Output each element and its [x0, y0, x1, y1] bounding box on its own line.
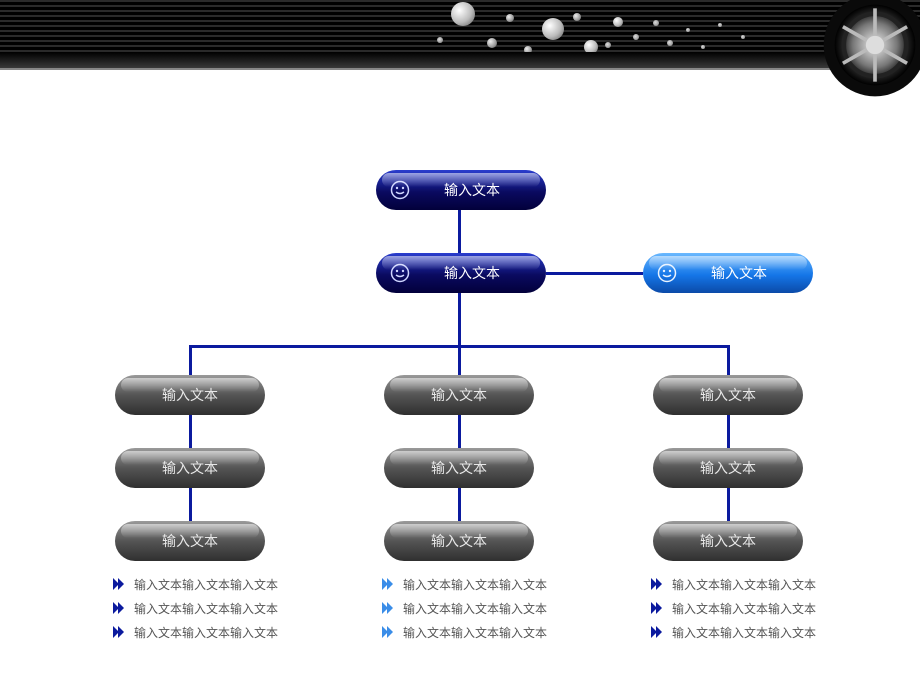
banner-dot — [633, 34, 639, 40]
banner-dot — [487, 38, 497, 48]
node-label: 输入文本 — [115, 385, 265, 405]
node-label: 输入文本 — [420, 263, 546, 283]
node-col1-row0: 输入文本 — [384, 375, 534, 415]
bullet-text: 输入文本输入文本输入文本 — [403, 600, 547, 617]
list-item: 输入文本输入文本输入文本 — [381, 572, 601, 596]
slide-canvas: 输入文本 输入文本 输入文本 输入文本 输入文本 输入文本 输入文本 输入文本 … — [0, 0, 920, 690]
list-item: 输入文本输入文本输入文本 — [650, 596, 870, 620]
node-col0-row1: 输入文本 — [115, 448, 265, 488]
bullets-col0: 输入文本输入文本输入文本 输入文本输入文本输入文本 输入文本输入文本输入文本 — [112, 572, 332, 644]
banner-dot — [613, 17, 623, 27]
chevron-icon — [112, 601, 126, 615]
bullet-text: 输入文本输入文本输入文本 — [672, 624, 816, 641]
connector — [546, 272, 643, 275]
bullets-col1: 输入文本输入文本输入文本 输入文本输入文本输入文本 输入文本输入文本输入文本 — [381, 572, 601, 644]
banner-dot — [451, 2, 475, 26]
bullet-text: 输入文本输入文本输入文本 — [672, 576, 816, 593]
node-col1-row2: 输入文本 — [384, 521, 534, 561]
banner-dot — [667, 40, 673, 46]
banner-dot — [718, 23, 722, 27]
list-item: 输入文本输入文本输入文本 — [650, 620, 870, 644]
banner-dot — [653, 20, 659, 26]
node-label: 输入文本 — [687, 263, 813, 283]
wheel-icon — [820, 0, 920, 100]
node-col1-row1: 输入文本 — [384, 448, 534, 488]
connector — [458, 293, 461, 348]
bullet-text: 输入文本输入文本输入文本 — [672, 600, 816, 617]
top-banner — [0, 0, 920, 70]
chevron-icon — [381, 625, 395, 639]
bullet-text: 输入文本输入文本输入文本 — [134, 600, 278, 617]
connector — [458, 210, 461, 253]
chevron-icon — [381, 577, 395, 591]
node-label: 输入文本 — [384, 458, 534, 478]
banner-dot — [506, 14, 514, 22]
bullet-text: 输入文本输入文本输入文本 — [403, 576, 547, 593]
bullet-text: 输入文本输入文本输入文本 — [134, 624, 278, 641]
banner-dot — [573, 13, 581, 21]
bullet-text: 输入文本输入文本输入文本 — [134, 576, 278, 593]
banner-dot — [437, 37, 443, 43]
banner-dot — [524, 46, 532, 54]
node-mid: 输入文本 — [376, 253, 546, 293]
banner-dot — [701, 45, 705, 49]
node-label: 输入文本 — [115, 531, 265, 551]
node-label: 输入文本 — [653, 531, 803, 551]
node-col2-row0: 输入文本 — [653, 375, 803, 415]
node-col2-row2: 输入文本 — [653, 521, 803, 561]
list-item: 输入文本输入文本输入文本 — [381, 620, 601, 644]
banner-dot — [605, 42, 611, 48]
node-label: 输入文本 — [420, 180, 546, 200]
node-label: 输入文本 — [653, 385, 803, 405]
node-side: 输入文本 — [643, 253, 813, 293]
chevron-icon — [112, 625, 126, 639]
chevron-icon — [381, 601, 395, 615]
node-top: 输入文本 — [376, 170, 546, 210]
bullet-text: 输入文本输入文本输入文本 — [403, 624, 547, 641]
chevron-icon — [650, 577, 664, 591]
banner-dot — [584, 40, 598, 54]
smiley-icon — [657, 263, 677, 283]
chevron-icon — [112, 577, 126, 591]
list-item: 输入文本输入文本输入文本 — [650, 572, 870, 596]
chevron-icon — [650, 601, 664, 615]
chevron-icon — [650, 625, 664, 639]
banner-dot — [542, 18, 564, 40]
node-label: 输入文本 — [384, 531, 534, 551]
list-item: 输入文本输入文本输入文本 — [112, 620, 332, 644]
smiley-icon — [390, 180, 410, 200]
smiley-icon — [390, 263, 410, 283]
node-col0-row0: 输入文本 — [115, 375, 265, 415]
node-label: 输入文本 — [115, 458, 265, 478]
list-item: 输入文本输入文本输入文本 — [112, 596, 332, 620]
list-item: 输入文本输入文本输入文本 — [112, 572, 332, 596]
node-label: 输入文本 — [653, 458, 803, 478]
banner-dot — [741, 35, 745, 39]
node-label: 输入文本 — [384, 385, 534, 405]
node-col2-row1: 输入文本 — [653, 448, 803, 488]
list-item: 输入文本输入文本输入文本 — [381, 596, 601, 620]
bullets-col2: 输入文本输入文本输入文本 输入文本输入文本输入文本 输入文本输入文本输入文本 — [650, 572, 870, 644]
node-col0-row2: 输入文本 — [115, 521, 265, 561]
banner-dot — [686, 28, 690, 32]
